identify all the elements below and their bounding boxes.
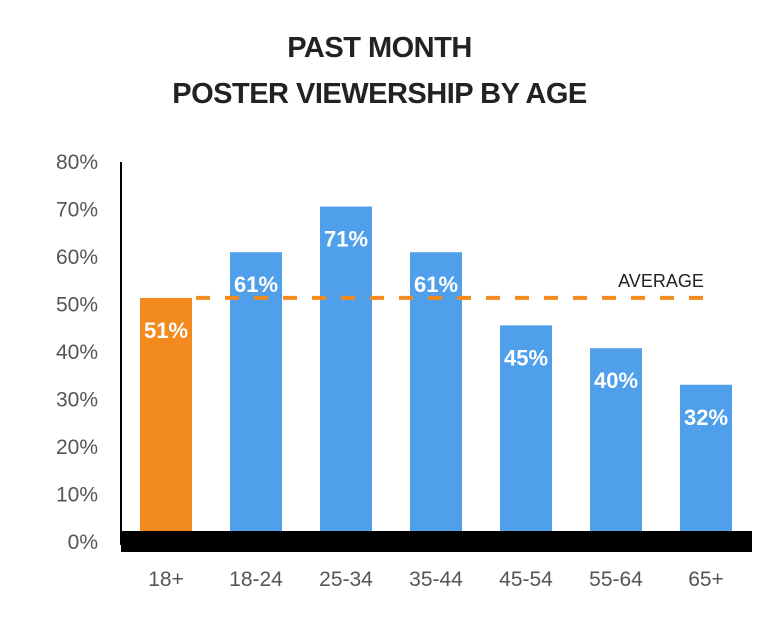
- data-label: 61%: [234, 272, 278, 297]
- chart-title-line-1: PAST MONTH: [287, 32, 472, 64]
- y-tick-label: 10%: [56, 484, 98, 507]
- y-tick-label: 40%: [56, 341, 98, 364]
- data-label: 32%: [684, 405, 728, 430]
- average-label: AVERAGE: [618, 271, 704, 291]
- y-tick-label: 20%: [56, 436, 98, 459]
- x-tick-label: 55-64: [589, 568, 643, 591]
- chart-title-line-2: POSTER VIEWERSHIP BY AGE: [172, 78, 587, 110]
- y-tick-label: 30%: [56, 389, 98, 412]
- x-axis-baseline: [121, 531, 752, 552]
- x-tick-label: 45-54: [499, 568, 553, 591]
- x-tick-label: 25-34: [319, 568, 373, 591]
- bar-25-34: [320, 206, 372, 531]
- y-tick-label: 0%: [68, 531, 98, 554]
- y-tick-label: 60%: [56, 246, 98, 269]
- data-label: 71%: [324, 227, 368, 252]
- data-label: 40%: [594, 368, 638, 393]
- bar-45-54: [500, 325, 552, 531]
- x-tick-label: 65+: [688, 568, 724, 591]
- x-tick-label: 18+: [148, 568, 184, 591]
- y-tick-label: 80%: [56, 151, 98, 174]
- bar-18+: [140, 297, 192, 531]
- x-tick-label: 35-44: [409, 568, 463, 591]
- data-label: 45%: [504, 345, 548, 370]
- x-tick-label: 18-24: [229, 568, 283, 591]
- data-label: 61%: [414, 272, 458, 297]
- data-label: 51%: [144, 318, 188, 343]
- bar-65+: [680, 384, 732, 531]
- y-tick-label: 70%: [56, 199, 98, 222]
- bar-55-64: [590, 348, 642, 531]
- y-tick-label: 50%: [56, 294, 98, 317]
